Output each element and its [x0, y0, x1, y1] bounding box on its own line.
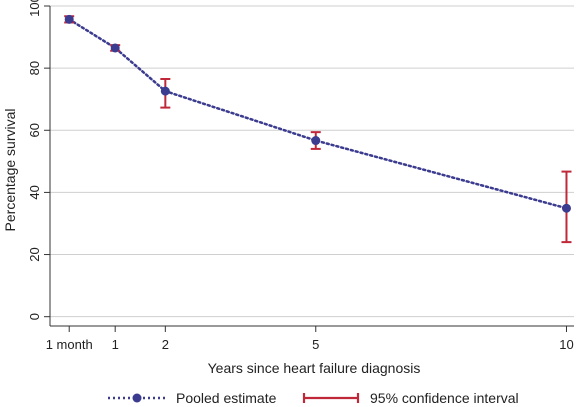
- legend-pooled-marker: [132, 393, 142, 403]
- pooled-estimate-polyline: [67, 18, 568, 210]
- x-axis-title: Years since heart failure diagnosis: [208, 360, 421, 376]
- legend-item-confidence-interval: 95% confidence interval: [302, 390, 519, 406]
- legend: Pooled estimate 95% confidence interval: [108, 390, 519, 406]
- y-tick-label-0: 0: [27, 313, 42, 320]
- x-tick-label-2: 2: [162, 337, 169, 352]
- y-tick-label-80: 80: [27, 61, 42, 75]
- estimate-point-2: [160, 86, 170, 96]
- legend-ci-label: 95% confidence interval: [370, 390, 519, 406]
- estimate-point-1: [110, 43, 120, 53]
- x-tick-label-0: 1 month: [46, 337, 93, 352]
- legend-item-pooled-estimate: Pooled estimate: [108, 390, 277, 406]
- y-tick-label-100: 100: [27, 0, 42, 17]
- estimate-point-4: [561, 203, 571, 213]
- y-tick-label-40: 40: [27, 185, 42, 199]
- grid-lines: [50, 5, 574, 318]
- axes: [44, 5, 574, 332]
- estimate-point-0: [64, 14, 74, 24]
- x-tick-label-1: 1: [112, 337, 119, 352]
- pooled-estimate-points: [64, 14, 571, 213]
- estimate-point-3: [311, 136, 321, 146]
- confidence-intervals: [64, 15, 572, 244]
- x-tick-label-4: 10: [559, 337, 573, 352]
- x-tick-label-3: 5: [312, 337, 319, 352]
- y-tick-label-60: 60: [27, 123, 42, 137]
- tick-labels: 0 20 40 60 80 100 1 month 1 2 5 10: [27, 0, 574, 352]
- y-tick-label-20: 20: [27, 247, 42, 261]
- legend-pooled-label: Pooled estimate: [176, 390, 277, 406]
- y-axis-title: Percentage survival: [2, 109, 18, 232]
- pooled-estimate-line: [67, 18, 568, 210]
